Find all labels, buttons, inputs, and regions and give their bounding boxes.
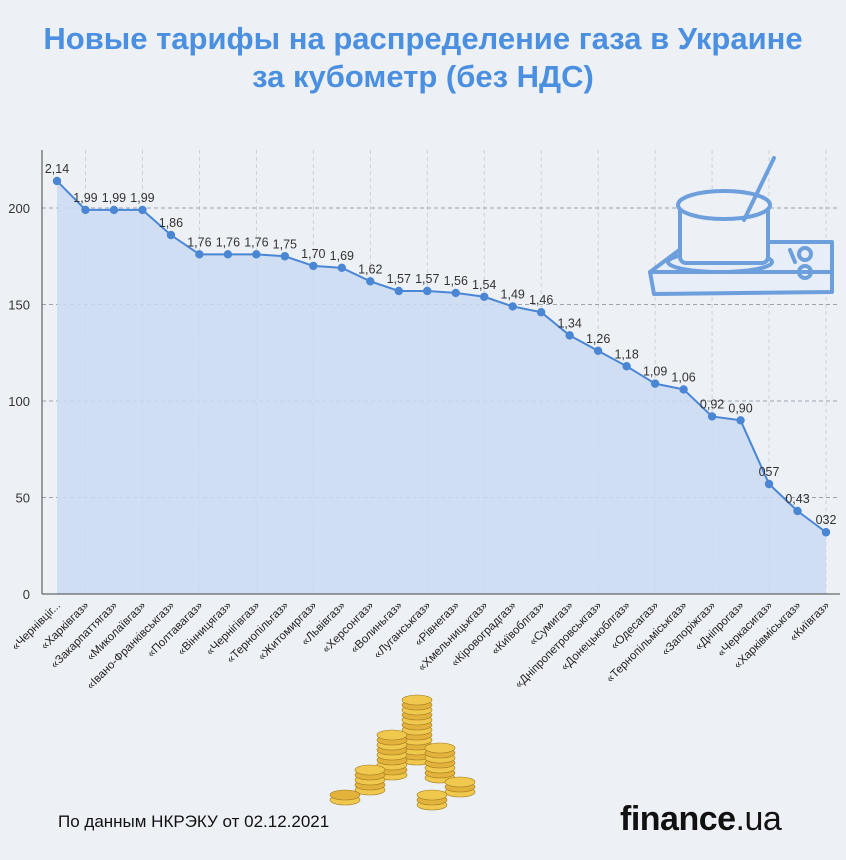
data-point <box>423 286 432 296</box>
data-label: 1,62 <box>358 262 382 276</box>
y-tick-label: 200 <box>8 201 30 216</box>
data-point <box>650 379 660 388</box>
data-point <box>166 230 176 240</box>
data-label: 0,43 <box>785 492 809 506</box>
y-tick-label: 150 <box>8 298 30 313</box>
data-point <box>451 288 460 298</box>
data-point <box>707 412 717 421</box>
coin <box>416 789 448 801</box>
data-point <box>81 205 90 215</box>
coin <box>329 789 361 801</box>
data-label: 1,46 <box>529 293 553 307</box>
data-label: 1,76 <box>244 235 268 249</box>
data-label: 1,99 <box>73 191 97 205</box>
source-note: По данным НКРЭКУ от 02.12.2021 <box>58 812 330 831</box>
data-label: 2,14 <box>45 162 69 176</box>
brand-tld: ua <box>744 800 782 838</box>
data-label: 0,92 <box>700 397 724 411</box>
data-label: 1,34 <box>557 316 581 330</box>
data-label: 1,86 <box>159 216 183 230</box>
data-label: 0,90 <box>728 401 752 415</box>
chart-title: Новые тарифы на распределение газа в Укр… <box>0 20 846 96</box>
data-point <box>223 250 233 259</box>
data-point <box>309 261 318 271</box>
data-point <box>736 416 745 425</box>
data-point <box>793 506 802 516</box>
coin <box>376 729 408 741</box>
data-label: 1,18 <box>614 347 638 361</box>
data-label: 1,99 <box>102 191 126 205</box>
data-point <box>622 362 631 371</box>
series-line <box>56 180 827 534</box>
data-point <box>109 205 119 215</box>
mark-layer: 2,14 1,99 1,99 1,99 1,86 1,76 1,76 1,76 1,75 1,70… <box>45 162 837 537</box>
data-label: 1,99 <box>130 191 154 205</box>
data-label: 1,56 <box>444 274 468 288</box>
gas-stove-pot-icon <box>648 156 834 296</box>
data-point <box>138 205 147 215</box>
data-point <box>508 302 517 311</box>
coin <box>401 694 433 706</box>
data-point <box>593 346 603 356</box>
data-point <box>252 250 261 259</box>
brand-main: finance <box>620 800 736 838</box>
data-point <box>52 176 62 186</box>
data-label: 1,75 <box>273 237 297 251</box>
data-point <box>195 250 204 259</box>
data-point <box>366 277 375 286</box>
coin <box>354 764 386 776</box>
data-point <box>565 331 574 340</box>
y-tick-label: 100 <box>8 394 30 409</box>
coin-stacks-icon <box>329 694 476 811</box>
data-label: 032 <box>816 513 837 527</box>
data-label: 1,57 <box>387 272 411 286</box>
area-layer <box>57 180 826 595</box>
coin <box>424 742 456 754</box>
data-label: 057 <box>759 465 780 479</box>
data-label: 1,76 <box>216 235 240 249</box>
data-label: 1,76 <box>187 235 211 249</box>
y-tick-label: 0 <box>23 587 30 602</box>
data-point <box>480 292 489 301</box>
data-point <box>821 528 831 537</box>
title-line-2: за кубометр (без НДС) <box>252 59 594 94</box>
data-point <box>536 308 546 317</box>
brand-logo: finance.ua <box>620 800 782 839</box>
data-label: 1,26 <box>586 332 610 346</box>
data-label: 1,09 <box>643 365 667 379</box>
coin <box>444 776 476 788</box>
data-point <box>679 385 688 394</box>
data-point <box>280 252 290 261</box>
data-point <box>337 263 347 273</box>
data-label: 1,54 <box>472 278 496 292</box>
data-label: 1,06 <box>671 370 695 384</box>
data-label: 1,69 <box>330 249 354 263</box>
data-label: 1,57 <box>415 272 439 286</box>
brand-dot: . <box>735 800 745 838</box>
series-area <box>57 180 826 595</box>
data-point <box>394 286 403 296</box>
data-label: 1,49 <box>501 287 525 301</box>
data-point <box>764 479 774 489</box>
data-label: 1,70 <box>301 247 325 261</box>
title-line-1: Новые тарифы на распределение газа в Укр… <box>43 21 803 56</box>
y-tick-label: 50 <box>16 491 30 506</box>
